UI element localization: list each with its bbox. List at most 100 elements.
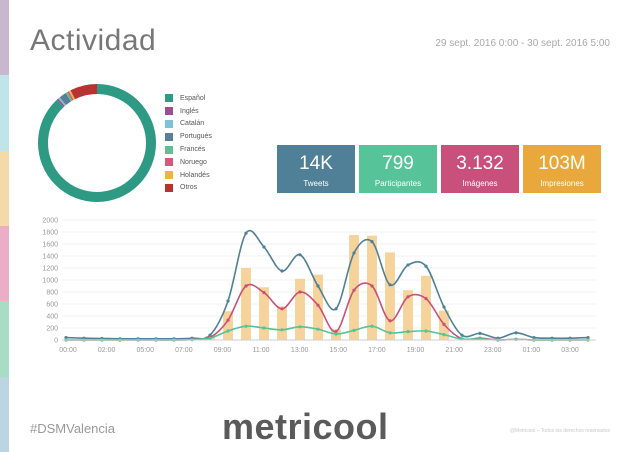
series-point — [442, 322, 446, 326]
series-point — [442, 305, 446, 309]
series-point — [388, 331, 392, 335]
y-tick-label: 1600 — [42, 242, 58, 249]
x-tick-label: 01:00 — [523, 347, 541, 354]
legend-label: Holandés — [180, 171, 210, 179]
series-point — [208, 333, 212, 337]
legend-swatch — [165, 119, 173, 128]
series-point — [406, 263, 410, 267]
stat-box-participantes: 799 Participantes — [359, 145, 437, 193]
bar — [421, 275, 431, 340]
series-point — [334, 307, 338, 311]
y-tick-label: 1000 — [42, 278, 58, 285]
series-point — [424, 297, 428, 301]
metricool-logo: metricool — [222, 406, 389, 447]
y-tick-label: 0 — [54, 338, 58, 345]
series-point — [298, 253, 302, 257]
series-point — [334, 330, 338, 334]
bar — [403, 290, 413, 340]
language-donut-chart — [38, 84, 156, 202]
x-tick-label: 13:00 — [291, 347, 309, 354]
y-tick-label: 600 — [46, 302, 58, 309]
bar — [259, 287, 269, 340]
legend-item: Francés — [165, 143, 212, 156]
series-point — [334, 332, 338, 336]
legend-swatch — [165, 171, 173, 180]
legend-swatch — [165, 158, 173, 167]
legend-label: Español — [180, 94, 206, 102]
side-color-segment — [0, 376, 9, 452]
series-point — [442, 333, 446, 337]
series-point — [298, 325, 302, 329]
side-color-segment — [0, 75, 9, 151]
x-tick-label: 05:00 — [136, 347, 154, 354]
stat-value: 14K — [299, 153, 333, 174]
x-tick-label: 07:00 — [175, 347, 193, 354]
series-point — [388, 283, 392, 287]
stat-box-impresiones: 103M Impresiones — [523, 145, 601, 193]
series-point — [424, 329, 428, 333]
legend-label: Francés — [180, 146, 206, 154]
stat-value: 103M — [538, 153, 586, 174]
bar — [277, 306, 287, 340]
bar — [385, 252, 395, 340]
side-color-segment — [0, 301, 9, 377]
series-point — [406, 330, 410, 334]
y-tick-label: 2000 — [42, 218, 58, 225]
series-point — [208, 336, 212, 340]
x-tick-label: 09:00 — [214, 347, 232, 354]
x-tick-label: 17:00 — [368, 347, 386, 354]
page-title: Actividad — [30, 24, 157, 57]
legend-item: Inglés — [165, 105, 212, 118]
x-tick-label: 11:00 — [253, 347, 270, 354]
stat-value: 799 — [382, 153, 414, 174]
series-point — [424, 264, 428, 268]
series-point — [280, 269, 284, 273]
series-point — [262, 245, 266, 249]
series-point — [280, 307, 284, 311]
y-tick-label: 400 — [46, 314, 58, 321]
legend-label: Portugués — [180, 133, 212, 141]
legend-item: Portugués — [165, 130, 212, 143]
hashtag: #DSMValencia — [30, 421, 116, 436]
legend-item: Otros — [165, 182, 212, 195]
side-color-bar — [0, 0, 9, 452]
x-tick-label: 15:00 — [330, 347, 348, 354]
y-tick-label: 200 — [46, 326, 58, 333]
legend-swatch — [165, 132, 173, 141]
legend-swatch — [165, 145, 173, 154]
legend-label: Inglés — [180, 107, 199, 115]
series-point — [352, 328, 356, 332]
stat-label: Participantes — [374, 179, 422, 188]
bar — [295, 278, 305, 340]
footnote: @Metricool – Todos los derechos reservad… — [509, 428, 610, 434]
x-tick-label: 19:00 — [407, 347, 425, 354]
legend-label: Noruego — [180, 158, 207, 166]
legend-swatch — [165, 107, 173, 116]
series-point — [370, 324, 374, 328]
series-point — [460, 333, 464, 337]
bar — [241, 268, 251, 340]
legend-item: Noruego — [165, 156, 212, 169]
legend-item: Español — [165, 92, 212, 105]
series-point — [226, 318, 230, 322]
legend-item: Holandés — [165, 169, 212, 182]
series-point — [262, 291, 266, 295]
series-point — [226, 329, 230, 333]
language-legend: Español Inglés Catalán Portugués Francés Noru… — [165, 92, 212, 194]
x-tick-label: 21:00 — [445, 347, 463, 354]
bar — [313, 274, 323, 340]
bar — [367, 235, 377, 340]
legend-label: Catalán — [180, 120, 205, 128]
series-point — [352, 288, 356, 292]
stat-label: Impresiones — [540, 179, 584, 188]
series-point — [244, 324, 248, 328]
series-point — [244, 284, 248, 288]
stat-label: Imágenes — [462, 179, 498, 188]
donut-slice — [38, 84, 156, 202]
series-point — [298, 290, 302, 294]
stat-box-imágenes: 3.132 Imágenes — [441, 145, 519, 193]
series-point — [532, 336, 536, 340]
series-point — [64, 336, 68, 340]
stat-box-tweets: 14K Tweets — [277, 145, 355, 193]
series-point — [316, 303, 320, 307]
